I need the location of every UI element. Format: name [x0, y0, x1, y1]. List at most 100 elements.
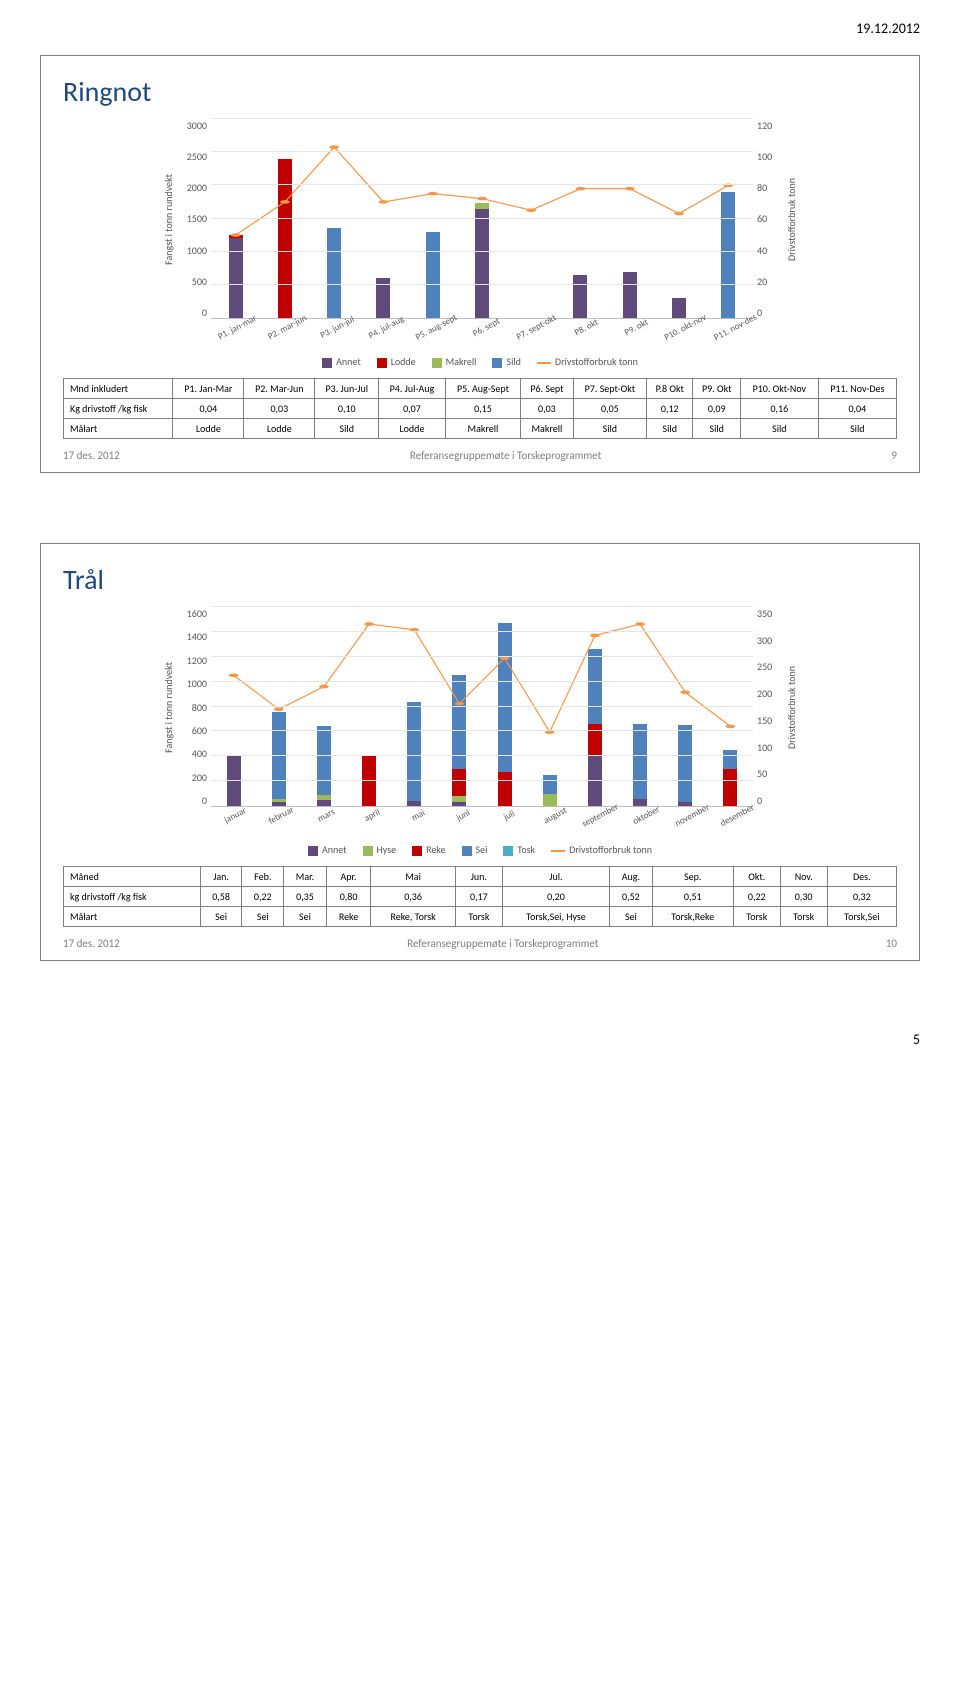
table-cell: Sild: [741, 419, 819, 439]
axis-tick: 0: [757, 794, 779, 807]
table-cell: Lodde: [379, 419, 445, 439]
bar-col: [256, 607, 301, 806]
bar-segment: [633, 724, 647, 799]
axis-tick: 1400: [181, 630, 207, 643]
table-cell: Torsk,Reke: [652, 907, 733, 927]
table-cell: 0,07: [379, 399, 445, 419]
table-header-cell: Mai: [371, 867, 456, 887]
bar-segment: [723, 769, 737, 806]
table-cell: Sild: [647, 419, 693, 439]
bar-col: [482, 607, 527, 806]
table-header-cell: Okt.: [733, 867, 780, 887]
table-cell: 0,04: [173, 399, 244, 419]
table-header-cell: Mar.: [284, 867, 327, 887]
legend-item: Annet: [308, 843, 347, 856]
bar-segment: [543, 775, 557, 794]
bar-col: [211, 119, 260, 318]
table-header-label: Mnd inkludert: [64, 379, 173, 399]
footer-left: 17 des. 2012: [63, 449, 120, 462]
bar-col: [556, 119, 605, 318]
table-header-cell: Jun.: [455, 867, 502, 887]
page-date: 19.12.2012: [40, 20, 920, 37]
table-cell: 0,09: [693, 399, 741, 419]
table-cell: Sild: [693, 419, 741, 439]
table-cell: 0,52: [610, 887, 653, 907]
bar-col: [392, 607, 437, 806]
bar-segment: [721, 192, 735, 318]
axis-tick: 3000: [181, 119, 207, 132]
tral-table: MånedJan.Feb.Mar.Apr.MaiJun.Jul.Aug.Sep.…: [63, 866, 897, 927]
table-cell: Torsk: [455, 907, 502, 927]
x-axis: P1. jan-marP2. mar-junP3. jun-julP4. jul…: [208, 319, 756, 349]
axis-tick: 200: [757, 687, 779, 700]
table-cell: Sei: [242, 907, 284, 927]
footer-right: 9: [891, 449, 897, 462]
table-cell: 0,16: [741, 399, 819, 419]
bar-segment: [588, 649, 602, 724]
chart-legend: AnnetLoddeMakrellSildDrivstofforbruk ton…: [160, 355, 800, 368]
x-axis: januarfebruarmarsaprilmaijunijuliaugusts…: [208, 807, 756, 837]
bar-col: [572, 607, 617, 806]
ringnot-chart: Fangst i tonn rundvekt 30002500200015001…: [160, 119, 800, 368]
table-cell: Torsk: [780, 907, 827, 927]
bar-col: [663, 607, 708, 806]
ringnot-table: Mnd inkludertP1. Jan-MarP2. Mar-JunP3. J…: [63, 378, 897, 439]
y-left-label: Fangst i tonn rundvekt: [160, 174, 177, 265]
axis-tick: 1200: [181, 654, 207, 667]
table-header-cell: Des.: [827, 867, 896, 887]
footer-right: 10: [886, 937, 897, 950]
bar-segment: [498, 772, 512, 806]
table-cell: Sild: [818, 419, 896, 439]
table-cell: Makrell: [521, 419, 573, 439]
slide2-title: Trål: [63, 562, 897, 597]
table-row-label: Målart: [64, 419, 173, 439]
table-cell: 0,22: [733, 887, 780, 907]
table-header-cell: P1. Jan-Mar: [173, 379, 244, 399]
bar-segment: [588, 724, 602, 756]
table-cell: Reke: [326, 907, 370, 927]
axis-tick: 800: [181, 701, 207, 714]
bar-col: [527, 607, 572, 806]
axis-tick: 500: [181, 275, 207, 288]
axis-tick: 0: [181, 794, 207, 807]
slide-tral: Trål Fangst i tonn rundvekt 160014001200…: [40, 543, 920, 961]
legend-item: Annet: [322, 355, 361, 368]
y-left-axis: 300025002000150010005000: [177, 119, 211, 319]
table-cell: Sei: [200, 907, 242, 927]
legend-item: Reke: [412, 843, 445, 856]
slide1-title: Ringnot: [63, 74, 897, 109]
axis-tick: 150: [757, 714, 779, 727]
y-right-label: Drivstofforbruk tonn: [783, 666, 800, 749]
table-cell: 0,12: [647, 399, 693, 419]
y-left-axis: 16001400120010008006004002000: [177, 607, 211, 807]
table-cell: Sei: [284, 907, 327, 927]
footer-left: 17 des. 2012: [63, 937, 120, 950]
table-row-label: kg drivstoff /kg fisk: [64, 887, 201, 907]
table-cell: 0,04: [818, 399, 896, 419]
table-cell: Lodde: [173, 419, 244, 439]
table-cell: 0,35: [284, 887, 327, 907]
table-header-cell: Sep.: [652, 867, 733, 887]
axis-tick: 250: [757, 660, 779, 673]
y-right-axis: 120100806040200: [753, 119, 783, 319]
axis-tick: 0: [757, 306, 779, 319]
table-cell: Torsk,Sei, Hyse: [502, 907, 609, 927]
bar-segment: [498, 623, 512, 772]
table-header-cell: P.8 Okt: [647, 379, 693, 399]
table-header-cell: Apr.: [326, 867, 370, 887]
bar-col: [618, 607, 663, 806]
bar-segment: [678, 725, 692, 802]
table-cell: 0,32: [827, 887, 896, 907]
bar-segment: [362, 756, 376, 806]
legend-item: Drivstofforbruk tonn: [551, 843, 652, 856]
table-cell: 0,15: [445, 399, 521, 419]
table-header-cell: Jul.: [502, 867, 609, 887]
bar-segment: [623, 272, 637, 318]
table-cell: 0,58: [200, 887, 242, 907]
y-right-axis: 350300250200150100500: [753, 607, 783, 807]
bar-col: [260, 119, 309, 318]
bar-col: [708, 607, 753, 806]
table-header-cell: Aug.: [610, 867, 653, 887]
bar-segment: [317, 726, 331, 794]
bar-col: [605, 119, 654, 318]
